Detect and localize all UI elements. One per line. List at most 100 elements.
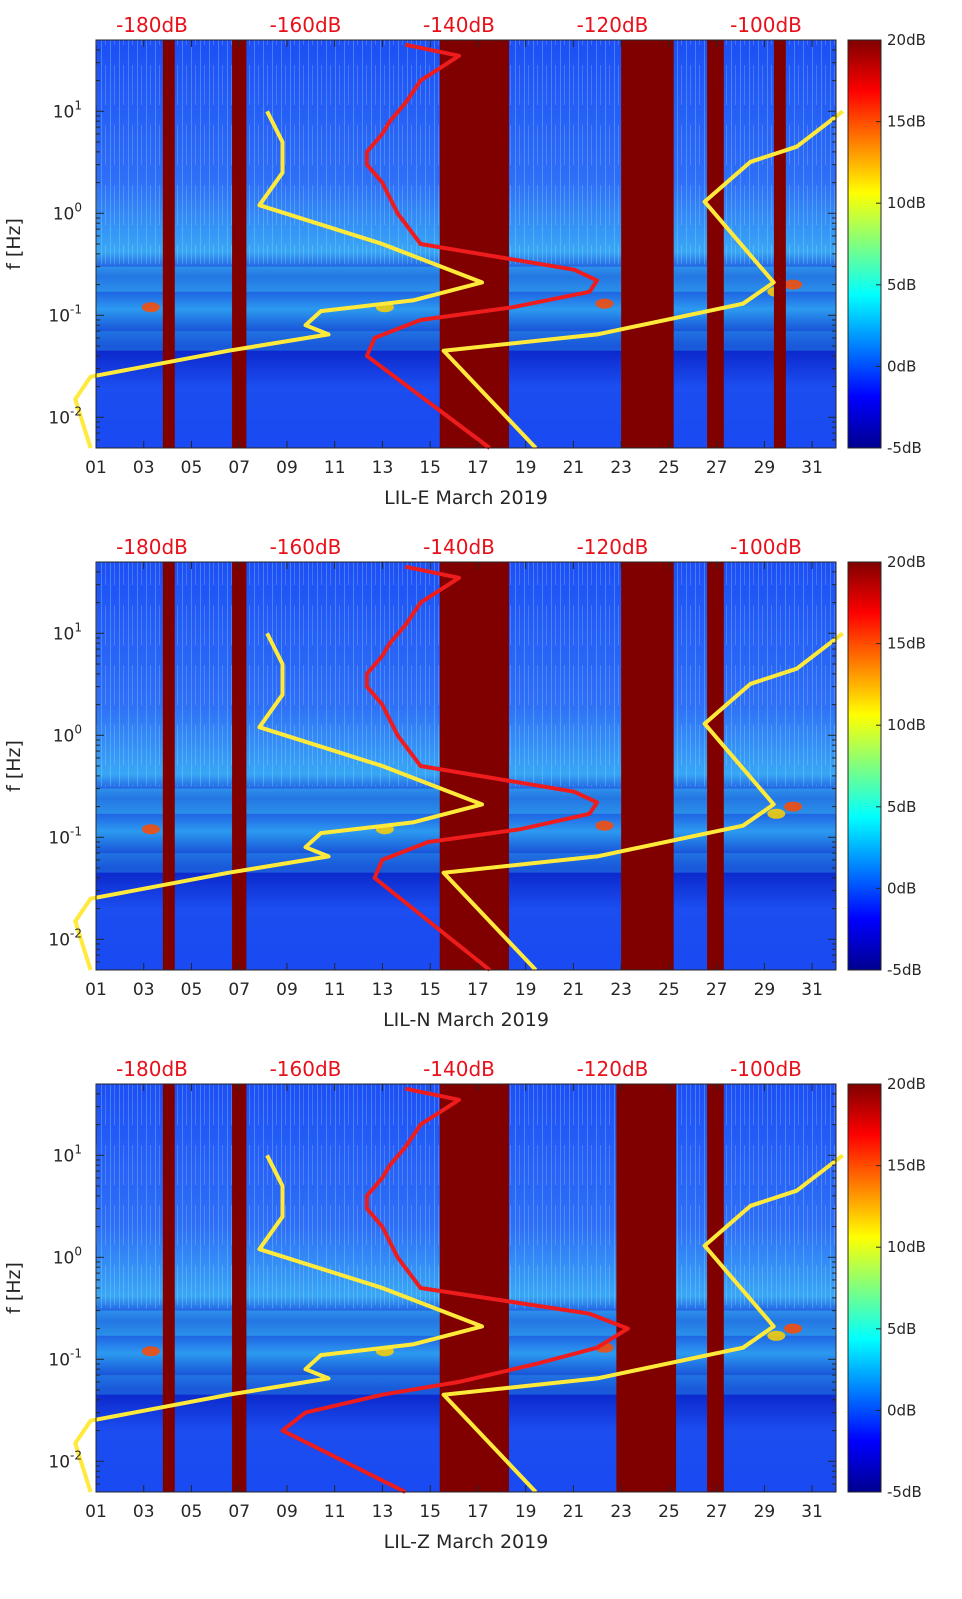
low-noise-model-line [73,1154,484,1493]
y-tick-label: 101 [53,620,82,644]
y-tick-label: 10-1 [48,1346,82,1370]
db-axis-label: -160dB [270,13,342,37]
x-tick-label: 25 [658,458,680,478]
data-gap [707,562,724,970]
hot-spot [141,824,160,835]
db-axis-label: -120dB [577,1057,649,1081]
db-axis-label: -100dB [730,13,802,37]
y-tick-label: 100 [53,200,82,224]
y-tick-label: 101 [53,1142,82,1166]
y-tick-label: 10-2 [48,1448,82,1472]
data-gap [707,40,724,448]
db-axis-label: -120dB [577,13,649,37]
x-tick-label: 03 [133,1502,155,1522]
x-tick-label: 01 [85,458,107,478]
db-axis-label: -100dB [730,1057,802,1081]
panel-lil-n: 01 03 05 07 09 11 13 15 17 19 21 23 25 27 29 31 10-2 10-1… [3,535,926,1031]
x-tick-label: 13 [372,980,394,1000]
x-tick-label: 07 [228,458,250,478]
colorbar-tick-label: 5dB [887,798,916,816]
colorbar [847,1083,882,1493]
colorbar-tick-label: 0dB [887,357,916,375]
db-axis-label: -180dB [116,1057,188,1081]
high-noise-model-line [441,109,845,450]
hot-spot [767,808,786,819]
colorbar-tick-label: 20dB [887,31,926,49]
y-tick-label: 100 [53,1244,82,1268]
station-median-line [364,564,600,972]
x-tick-label: 13 [372,458,394,478]
db-axis-label: -140dB [423,535,495,559]
x-tick-label: 17 [467,980,489,1000]
data-gap [621,40,674,448]
x-tick-label: 13 [372,1502,394,1522]
x-tick-label: 03 [133,458,155,478]
y-tick-label: 10-2 [48,404,82,428]
x-tick-label: 11 [324,1502,346,1522]
x-tick-label: 23 [610,980,632,1000]
low-noise-model-line [73,632,484,971]
low-noise-model-line [73,110,484,449]
hot-spot [141,302,160,313]
x-tick-label: 15 [419,980,441,1000]
x-tick-label: 11 [324,458,346,478]
colorbar-tick-label: 0dB [887,879,916,897]
high-noise-model-line [441,1153,845,1494]
data-gap [616,1084,677,1492]
data-gap [707,1084,724,1492]
x-tick-label: 21 [563,1502,585,1522]
x-tick-label: 19 [515,458,537,478]
hot-spot [784,1323,803,1334]
x-tick-label: 07 [228,980,250,1000]
colorbar [847,561,882,971]
x-tick-label: 27 [706,980,728,1000]
hot-spot [784,801,803,812]
hot-spot [595,820,614,831]
data-gap [162,562,175,970]
colorbar-tick-label: 15dB [887,635,926,653]
x-tick-label: 05 [181,1502,203,1522]
x-tick-label: 23 [610,1502,632,1522]
db-axis-label: -140dB [423,1057,495,1081]
x-tick-label: 19 [515,1502,537,1522]
x-tick-label: 27 [706,1502,728,1522]
colorbar-tick-label: 5dB [887,1320,916,1338]
db-axis-label: -100dB [730,535,802,559]
colorbar-tick-label: 0dB [887,1401,916,1419]
db-axis-label: -180dB [116,13,188,37]
data-gap [232,40,247,448]
x-tick-label: 03 [133,980,155,1000]
x-tick-label: 09 [276,458,298,478]
data-gap [621,562,674,970]
data-gap [439,40,509,448]
hot-spot [767,1330,786,1341]
x-tick-label: 29 [754,980,776,1000]
x-axis-label: LIL-N March 2019 [383,1009,549,1031]
panel-lil-z: 01 03 05 07 09 11 13 15 17 19 21 23 25 27 29 31 10-2 10-1… [3,1057,926,1553]
y-tick-label: 101 [53,98,82,122]
y-axis-label: f [Hz] [3,1262,25,1314]
station-median-line [364,42,600,450]
x-axis-label: LIL-E March 2019 [384,487,548,509]
x-tick-label: 17 [467,1502,489,1522]
y-tick-label: 10-1 [48,302,82,326]
x-tick-label: 11 [324,980,346,1000]
x-tick-label: 23 [610,458,632,478]
y-tick-label: 10-2 [48,926,82,950]
colorbar-tick-label: 10dB [887,1238,926,1256]
x-tick-label: 21 [563,980,585,1000]
x-tick-label: 15 [419,1502,441,1522]
colorbar-tick-label: 15dB [887,1157,926,1175]
x-tick-label: 31 [801,980,823,1000]
colorbar [847,39,882,449]
data-gap [773,40,786,448]
data-gap [232,1084,247,1492]
colorbar-tick-label: -5dB [887,1483,922,1501]
y-axis-label: f [Hz] [3,218,25,270]
x-tick-label: 19 [515,980,537,1000]
x-axis-label: LIL-Z March 2019 [384,1531,549,1553]
colorbar-tick-label: -5dB [887,439,922,457]
data-gap [232,562,247,970]
x-tick-label: 05 [181,458,203,478]
